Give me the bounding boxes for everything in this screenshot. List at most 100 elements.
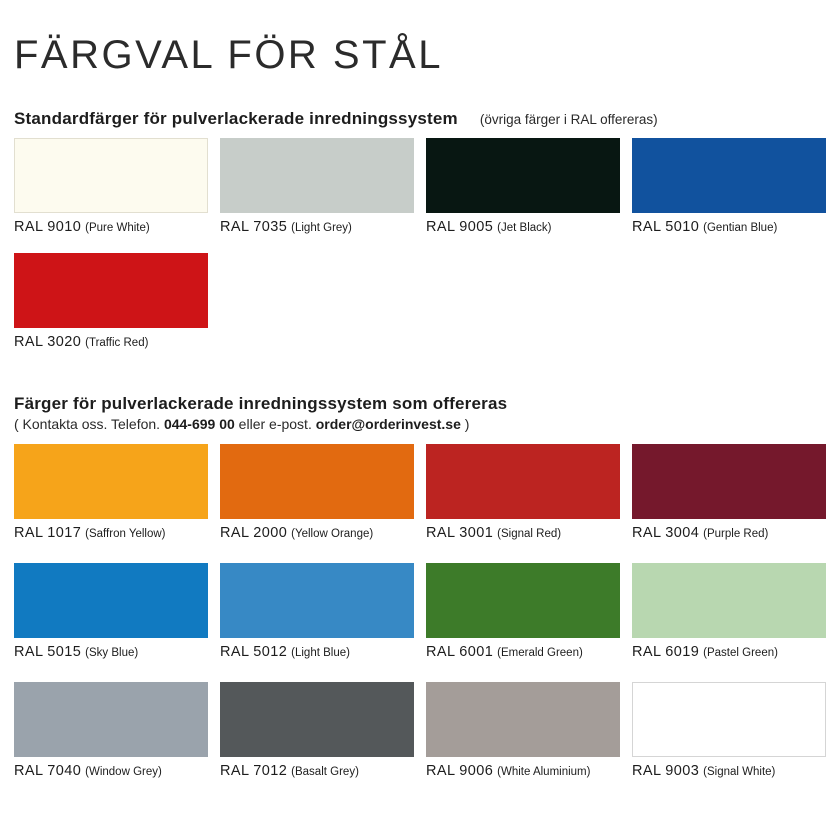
color-chip-ral-5015 [14, 563, 208, 638]
color-swatch: RAL 5010 (Gentian Blue) [632, 138, 826, 236]
swatch-caption: RAL 1017 (Saffron Yellow) [14, 524, 208, 542]
swatch-caption: RAL 3020 (Traffic Red) [14, 333, 208, 351]
swatch-caption: RAL 7035 (Light Grey) [220, 218, 414, 236]
color-name: (Traffic Red) [85, 337, 149, 349]
ral-code: RAL 9010 [14, 219, 82, 235]
color-swatch: RAL 7040 (Window Grey) [14, 682, 208, 780]
color-name: (Pure White) [85, 222, 150, 234]
ral-code: RAL 7012 [220, 763, 288, 779]
ral-code: RAL 9003 [632, 763, 700, 779]
color-name: (Jet Black) [497, 222, 552, 234]
color-chip-ral-3001 [426, 444, 620, 519]
page-title: FÄRGVAL FÖR STÅL [14, 33, 443, 77]
ral-code: RAL 5012 [220, 644, 288, 660]
contact-middle: eller e-post. [234, 416, 316, 432]
color-swatch: RAL 9003 (Signal White) [632, 682, 826, 780]
ral-code: RAL 7040 [14, 763, 82, 779]
standard-section-note: (övriga färger i RAL offereras) [479, 112, 658, 127]
color-chip-ral-7035 [220, 138, 414, 213]
color-chip-ral-9003 [632, 682, 826, 757]
color-name: (Light Grey) [291, 222, 352, 234]
color-name: (Gentian Blue) [703, 222, 778, 234]
swatch-caption: RAL 2000 (Yellow Orange) [220, 524, 414, 542]
color-chip-ral-7012 [220, 682, 414, 757]
swatch-caption: RAL 5010 (Gentian Blue) [632, 218, 826, 236]
swatch-caption: RAL 3001 (Signal Red) [426, 524, 620, 542]
color-chip-ral-9006 [426, 682, 620, 757]
color-chip-ral-9010 [14, 138, 208, 213]
ral-code: RAL 3004 [632, 525, 700, 541]
color-swatch: RAL 9005 (Jet Black) [426, 138, 620, 236]
swatch-caption: RAL 7040 (Window Grey) [14, 762, 208, 780]
color-swatch: RAL 9006 (White Aluminium) [426, 682, 620, 780]
ral-code: RAL 9005 [426, 219, 494, 235]
color-chip-ral-9005 [426, 138, 620, 213]
swatch-caption: RAL 9010 (Pure White) [14, 218, 208, 236]
color-swatch: RAL 6019 (Pastel Green) [632, 563, 826, 661]
color-swatch: RAL 5012 (Light Blue) [220, 563, 414, 661]
color-swatch: RAL 7012 (Basalt Grey) [220, 682, 414, 780]
color-chip-ral-5010 [632, 138, 826, 213]
ral-code: RAL 9006 [426, 763, 494, 779]
color-swatch: RAL 3001 (Signal Red) [426, 444, 620, 542]
ral-code: RAL 3020 [14, 334, 82, 350]
color-swatch: RAL 9010 (Pure White) [14, 138, 208, 236]
swatch-caption: RAL 9006 (White Aluminium) [426, 762, 620, 780]
ral-code: RAL 7035 [220, 219, 288, 235]
color-swatch: RAL 3020 (Traffic Red) [14, 253, 208, 351]
swatch-caption: RAL 7012 (Basalt Grey) [220, 762, 414, 780]
color-name: (Saffron Yellow) [85, 528, 166, 540]
ral-code: RAL 6001 [426, 644, 494, 660]
offered-section-heading: Färger för pulverlackerade inredningssys… [14, 394, 508, 413]
color-name: (Pastel Green) [703, 647, 778, 659]
color-chart-page: FÄRGVAL FÖR STÅL Standardfärger för pulv… [14, 33, 830, 801]
color-chip-ral-7040 [14, 682, 208, 757]
color-swatch: RAL 7035 (Light Grey) [220, 138, 414, 236]
ral-code: RAL 1017 [14, 525, 82, 541]
color-name: (Light Blue) [291, 647, 350, 659]
swatch-caption: RAL 6019 (Pastel Green) [632, 643, 826, 661]
contact-prefix: ( Kontakta oss. Telefon. [14, 416, 164, 432]
color-swatch: RAL 3004 (Purple Red) [632, 444, 826, 542]
color-name: (Purple Red) [703, 528, 769, 540]
standard-colors-section: Standardfärger för pulverlackerade inred… [14, 109, 830, 368]
color-name: (Signal Red) [497, 528, 562, 540]
color-chip-ral-3004 [632, 444, 826, 519]
swatch-caption: RAL 3004 (Purple Red) [632, 524, 826, 542]
ral-code: RAL 3001 [426, 525, 494, 541]
swatch-caption: RAL 9005 (Jet Black) [426, 218, 620, 236]
offered-swatch-grid: RAL 1017 (Saffron Yellow) RAL 2000 (Yellow… [14, 444, 830, 801]
color-swatch: RAL 6001 (Emerald Green) [426, 563, 620, 661]
swatch-caption: RAL 6001 (Emerald Green) [426, 643, 620, 661]
ral-code: RAL 2000 [220, 525, 288, 541]
color-name: (Yellow Orange) [291, 528, 374, 540]
swatch-caption: RAL 5015 (Sky Blue) [14, 643, 208, 661]
contact-suffix: ) [460, 416, 470, 432]
color-chip-ral-6001 [426, 563, 620, 638]
standard-swatch-grid: RAL 9010 (Pure White) RAL 7035 (Light Grey… [14, 138, 830, 368]
color-name: (Basalt Grey) [291, 766, 359, 778]
standard-section-heading: Standardfärger för pulverlackerade inred… [14, 109, 458, 128]
swatch-caption: RAL 9003 (Signal White) [632, 762, 826, 780]
email-address: order@orderinvest.se [315, 416, 461, 432]
color-swatch: RAL 5015 (Sky Blue) [14, 563, 208, 661]
color-chip-ral-6019 [632, 563, 826, 638]
contact-line: ( Kontakta oss. Telefon. 044-699 00 elle… [14, 416, 830, 432]
color-name: (Sky Blue) [85, 647, 139, 659]
ral-code: RAL 5010 [632, 219, 700, 235]
color-chip-ral-5012 [220, 563, 414, 638]
color-chip-ral-2000 [220, 444, 414, 519]
color-swatch: RAL 1017 (Saffron Yellow) [14, 444, 208, 542]
ral-code: RAL 6019 [632, 644, 700, 660]
color-name: (Emerald Green) [497, 647, 583, 659]
standard-section-header: Standardfärger för pulverlackerade inred… [14, 109, 830, 129]
ral-code: RAL 5015 [14, 644, 82, 660]
color-name: (Signal White) [703, 766, 776, 778]
color-name: (White Aluminium) [497, 766, 591, 778]
color-chip-ral-1017 [14, 444, 208, 519]
offered-colors-section: Färger för pulverlackerade inredningssys… [14, 394, 830, 801]
swatch-caption: RAL 5012 (Light Blue) [220, 643, 414, 661]
color-name: (Window Grey) [85, 766, 162, 778]
color-swatch: RAL 2000 (Yellow Orange) [220, 444, 414, 542]
color-chip-ral-3020 [14, 253, 208, 328]
